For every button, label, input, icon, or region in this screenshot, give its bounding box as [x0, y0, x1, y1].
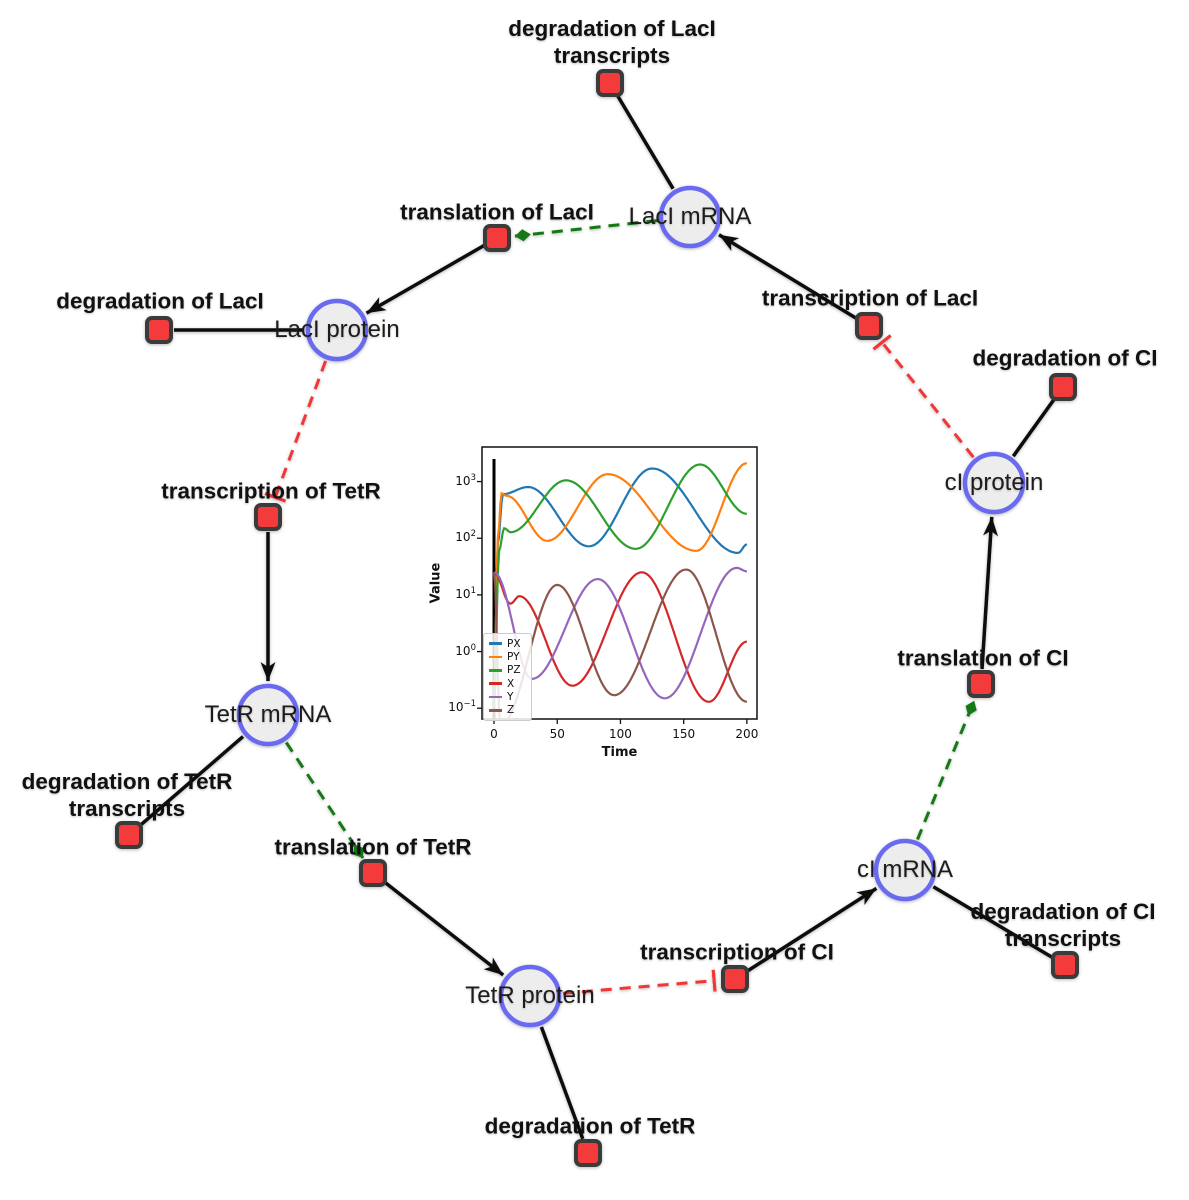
legend-swatch-icon	[489, 709, 502, 712]
y-tick-label: 101	[455, 585, 476, 601]
reaction-node-transl_tetR[interactable]	[359, 859, 387, 887]
reaction-node-transcr_lacI[interactable]	[855, 312, 883, 340]
edge-catalysis-lacI_mRNA-transl_lacI	[514, 219, 658, 242]
edge-production-transcr_cI-cI_mRNA	[746, 886, 878, 973]
reaction-node-deg_lacI_tr[interactable]	[596, 69, 624, 97]
legend-entry-X: X	[489, 677, 525, 690]
legend-label: PZ	[507, 664, 521, 677]
reaction-node-deg_cI[interactable]	[1049, 373, 1077, 401]
legend-entry-PX: PX	[489, 637, 525, 650]
legend-label: PY	[507, 650, 520, 663]
series-line-X	[493, 571, 748, 703]
edge-consumption-cI_mRNA-deg_cI_tr	[932, 885, 1053, 959]
legend-swatch-icon	[489, 682, 502, 685]
legend-label: PX	[507, 637, 521, 650]
reaction-node-deg_cI_tr[interactable]	[1051, 951, 1079, 979]
x-tick-label: 100	[608, 727, 632, 741]
edge-production-transl_tetR-tetR_protein	[383, 880, 505, 977]
x-tick-label: 150	[672, 727, 696, 741]
legend-entry-Z: Z	[489, 704, 525, 717]
edge-consumption-tetR_mRNA-deg_tetR_tr	[139, 735, 245, 827]
series-line-Y	[493, 566, 747, 700]
species-node-lacI_protein[interactable]	[305, 298, 369, 362]
edge-consumption-tetR_protein-deg_tetR	[539, 1026, 585, 1140]
edge-consumption-cI_protein-deg_cI	[1011, 398, 1056, 458]
legend-swatch-icon	[489, 642, 502, 645]
reaction-node-transl_lacI[interactable]	[483, 224, 511, 252]
axes-frame	[481, 446, 758, 720]
edge-inhibition-cI_protein-transcr_lacI	[872, 334, 975, 459]
species-node-cI_protein[interactable]	[962, 451, 1026, 515]
y-tick-label: 102	[455, 529, 476, 545]
legend-entry-Y: Y	[489, 690, 525, 703]
edge-production-transl_lacI-lacI_protein	[365, 243, 485, 315]
edge-catalysis-cI_mRNA-transl_cI	[916, 700, 977, 841]
edges-layer	[139, 95, 1056, 1140]
legend-entry-PZ: PZ	[489, 664, 525, 677]
edge-production-transl_cI-cI_protein	[980, 516, 999, 670]
x-tick-label: 200	[735, 727, 759, 741]
legend-swatch-icon	[489, 655, 502, 659]
species-node-tetR_mRNA[interactable]	[236, 683, 300, 747]
series-line-PY	[492, 462, 747, 709]
y-tick-label: 103	[455, 472, 476, 488]
edge-consumption-lacI_mRNA-deg_lacI_tr	[616, 95, 675, 190]
inset-chart: Value Time PX PY PZ X Y Z 0 50 100 150 200 103 102…	[427, 428, 779, 772]
reaction-node-deg_lacI[interactable]	[145, 316, 173, 344]
y-tick-label: 10−1	[448, 699, 476, 715]
edge-catalysis-tetR_mRNA-transl_tetR	[285, 741, 365, 859]
reaction-node-transl_cI[interactable]	[967, 670, 995, 698]
x-tick-label: 0	[490, 727, 498, 741]
edge-inhibition-lacI_protein-transcr_tetR	[264, 360, 328, 503]
reaction-node-deg_tetR[interactable]	[574, 1139, 602, 1167]
legend-label: X	[507, 677, 515, 690]
reaction-node-transcr_tetR[interactable]	[254, 503, 282, 531]
legend-swatch-icon	[489, 695, 502, 699]
series-line-Z	[492, 568, 748, 719]
reaction-node-deg_tetR_tr[interactable]	[115, 821, 143, 849]
nodes-layer	[115, 69, 1079, 1167]
legend-entry-PY: PY	[489, 650, 525, 663]
series-line-PZ	[492, 463, 747, 709]
chart-legend: PX PY PZ X Y Z	[483, 633, 532, 721]
edge-inhibition-tetR_protein-transcr_cI	[562, 969, 717, 995]
legend-swatch-icon	[489, 669, 502, 672]
species-node-cI_mRNA[interactable]	[873, 838, 937, 902]
reaction-node-transcr_cI[interactable]	[721, 965, 749, 993]
x-tick-label: 50	[549, 727, 565, 741]
series-line-PX	[492, 467, 748, 709]
x-axis-label: Time	[601, 745, 638, 760]
species-node-tetR_protein[interactable]	[498, 964, 562, 1028]
legend-label: Z	[507, 704, 515, 717]
species-node-lacI_mRNA[interactable]	[658, 185, 722, 249]
edge-production-transcr_lacI-lacI_mRNA	[718, 233, 858, 320]
plot-svg	[477, 446, 758, 724]
legend-label: Y	[507, 690, 514, 703]
y-tick-label: 100	[455, 642, 476, 658]
